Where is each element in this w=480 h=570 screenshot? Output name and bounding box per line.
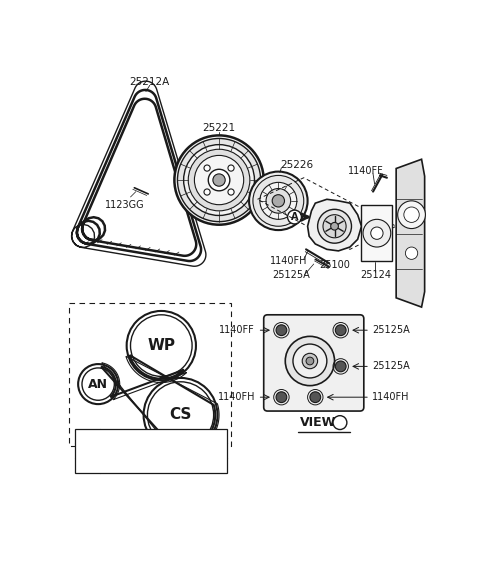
Circle shape (336, 325, 346, 336)
Circle shape (272, 195, 285, 207)
Text: CS: CS (169, 408, 192, 422)
Circle shape (318, 209, 351, 243)
Text: CS: CS (80, 460, 95, 470)
Circle shape (204, 189, 210, 195)
FancyBboxPatch shape (264, 315, 364, 411)
Circle shape (260, 182, 297, 219)
Text: ALTERNATOR: ALTERNATOR (130, 431, 197, 441)
Text: 1140FF: 1140FF (219, 325, 254, 335)
Text: WP: WP (147, 338, 175, 353)
Circle shape (306, 357, 314, 365)
Text: A: A (336, 418, 344, 428)
Text: AN: AN (79, 431, 96, 441)
Text: 1140FH: 1140FH (270, 256, 307, 266)
FancyBboxPatch shape (75, 429, 227, 473)
Text: A: A (291, 212, 298, 222)
Text: AN: AN (88, 377, 108, 390)
Text: 1140FH: 1140FH (218, 392, 255, 402)
Circle shape (288, 210, 301, 224)
Text: 25125A: 25125A (272, 270, 310, 280)
Circle shape (331, 222, 338, 230)
Circle shape (336, 361, 346, 372)
Polygon shape (396, 159, 425, 307)
Circle shape (249, 172, 308, 230)
Text: 25100: 25100 (319, 260, 350, 270)
Circle shape (276, 392, 287, 402)
Text: 1140FF: 1140FF (348, 166, 383, 176)
Polygon shape (361, 205, 392, 261)
Circle shape (266, 189, 291, 213)
Text: VIEW: VIEW (300, 416, 336, 429)
Text: 25125A: 25125A (372, 325, 409, 335)
Text: 1123GG: 1123GG (105, 201, 144, 210)
Text: 1140FH: 1140FH (372, 392, 409, 402)
Text: 25226: 25226 (281, 160, 314, 170)
Polygon shape (308, 200, 361, 251)
Circle shape (253, 176, 304, 226)
Circle shape (404, 207, 419, 222)
FancyBboxPatch shape (69, 303, 230, 446)
Text: 25125A: 25125A (372, 361, 409, 372)
Circle shape (323, 215, 346, 238)
Circle shape (302, 353, 318, 369)
Circle shape (188, 149, 250, 211)
Circle shape (333, 416, 347, 430)
Circle shape (228, 165, 234, 171)
Circle shape (178, 139, 261, 222)
Circle shape (194, 156, 244, 205)
Circle shape (371, 227, 383, 239)
Circle shape (228, 189, 234, 195)
Circle shape (184, 145, 254, 215)
Circle shape (276, 325, 287, 336)
Text: CRANKSHAFT: CRANKSHAFT (129, 460, 198, 470)
Circle shape (174, 136, 264, 225)
Circle shape (363, 219, 391, 247)
Circle shape (310, 392, 321, 402)
Circle shape (208, 169, 230, 191)
Circle shape (293, 344, 327, 378)
Text: WP: WP (78, 445, 97, 455)
Text: 25212A: 25212A (130, 78, 170, 87)
Circle shape (204, 165, 210, 171)
Circle shape (398, 201, 425, 229)
Text: WATER PUMP: WATER PUMP (130, 445, 198, 455)
Text: 25124: 25124 (360, 270, 391, 280)
Circle shape (406, 247, 418, 259)
Text: 25221: 25221 (203, 124, 236, 133)
Circle shape (285, 336, 335, 386)
Circle shape (213, 174, 225, 186)
